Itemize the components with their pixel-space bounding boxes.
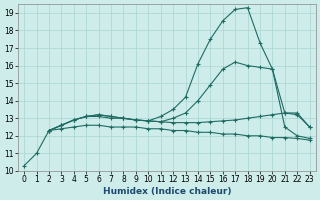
X-axis label: Humidex (Indice chaleur): Humidex (Indice chaleur) [103,187,231,196]
